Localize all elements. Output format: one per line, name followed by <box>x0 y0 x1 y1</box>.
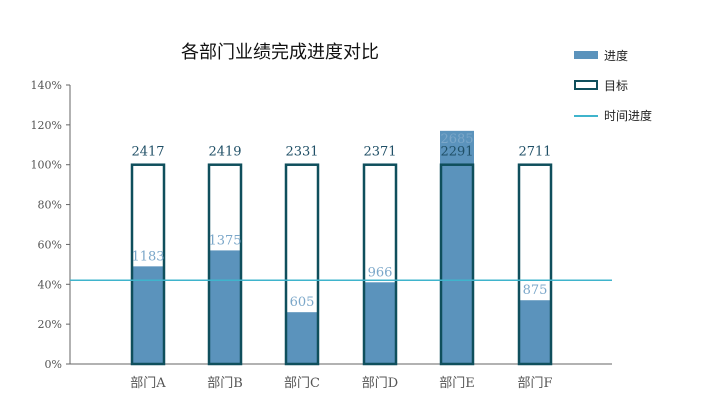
legend-swatch-progress <box>574 51 598 59</box>
y-tick-label: 40% <box>38 278 62 291</box>
progress-value-label: 875 <box>523 283 548 298</box>
target-bar <box>517 163 553 366</box>
legend-item-time-progress: 时间进度 <box>574 104 652 126</box>
progress-bar <box>131 266 165 364</box>
legend-swatch-time-progress <box>574 114 598 117</box>
x-tick-label: 部门F <box>517 376 552 391</box>
target-bar <box>130 163 166 366</box>
y-tick-label: 20% <box>38 318 62 331</box>
target-bar <box>362 163 398 366</box>
legend-item-target: 目标 <box>574 74 652 96</box>
progress-value-label: 605 <box>290 295 315 310</box>
progress-bar <box>518 300 552 364</box>
target-value-label: 2371 <box>363 145 396 160</box>
progress-value-label: 1183 <box>131 249 164 264</box>
x-tick-label: 部门A <box>130 376 166 391</box>
target-value-label: 2711 <box>518 145 551 160</box>
x-tick-label: 部门C <box>284 376 320 391</box>
target-value-label: 2331 <box>285 145 318 160</box>
y-tick-label: 120% <box>31 119 62 132</box>
progress-bar <box>208 250 242 364</box>
x-tick-label: 部门B <box>207 376 243 391</box>
progress-value-label: 966 <box>368 265 393 280</box>
y-tick-label: 80% <box>38 199 62 212</box>
chart-title: 各部门业绩完成进度对比 <box>181 42 379 63</box>
x-tick-label: 部门E <box>439 376 475 391</box>
y-tick-label: 60% <box>38 238 62 251</box>
target-value-label: 2417 <box>131 145 164 160</box>
progress-bar <box>285 312 319 364</box>
progress-bar <box>440 130 474 364</box>
y-tick-label: 100% <box>31 159 62 172</box>
legend-swatch-target <box>574 80 598 90</box>
target-bar <box>284 163 320 366</box>
x-tick-label: 部门D <box>362 376 398 391</box>
legend-label-time-progress: 时间进度 <box>604 108 653 123</box>
legend-label-progress: 进度 <box>604 48 629 63</box>
progress-value-label: 1375 <box>208 233 241 248</box>
y-tick-label: 0% <box>45 358 62 371</box>
progress-value-label: 2685 <box>440 132 473 147</box>
target-value-label: 2291 <box>440 145 473 160</box>
target-value-label: 2419 <box>208 145 241 160</box>
target-bar <box>439 163 475 366</box>
progress-bar <box>363 282 397 364</box>
chart-legend: 进度 目标 时间进度 <box>574 44 652 134</box>
legend-label-target: 目标 <box>604 78 629 93</box>
target-bar <box>207 163 243 366</box>
legend-item-progress: 进度 <box>574 44 652 66</box>
y-tick-label: 140% <box>31 79 62 92</box>
